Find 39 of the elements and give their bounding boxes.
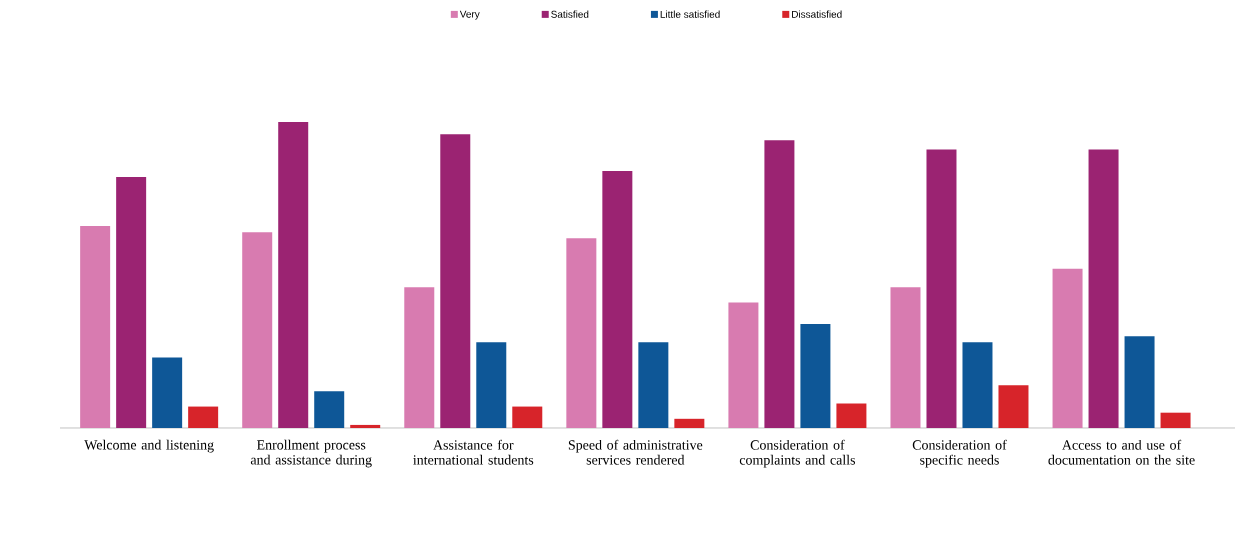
bar xyxy=(440,134,471,428)
bar xyxy=(566,238,597,428)
legend-label: Little satisfied xyxy=(660,10,720,18)
bar xyxy=(962,342,993,428)
bar xyxy=(278,121,309,428)
bar xyxy=(836,403,867,428)
bar xyxy=(512,406,543,428)
bar xyxy=(638,342,669,428)
bar xyxy=(350,424,381,428)
bar xyxy=(476,342,507,428)
x-tick-label: Consideration of complaints and calls xyxy=(739,439,856,468)
bar xyxy=(116,177,147,428)
bar xyxy=(1124,336,1155,428)
bar xyxy=(1088,149,1119,428)
legend-label: Satisfied xyxy=(551,10,589,18)
bar xyxy=(728,302,759,428)
bar xyxy=(764,140,795,428)
x-tick-label: Speed of administrative services rendered xyxy=(568,439,703,465)
x-tick-label: Welcome and listening xyxy=(84,439,214,453)
legend-label: Very xyxy=(459,10,480,20)
x-tick-label: Assistance for international students xyxy=(413,439,534,465)
x-tick-label: Access to and use of documentation on the site xyxy=(1048,439,1195,465)
legend-label: Dissatisfied xyxy=(792,10,842,18)
bar xyxy=(602,170,633,428)
bar xyxy=(998,385,1029,428)
bar xyxy=(80,226,111,428)
bar xyxy=(242,232,273,428)
bar xyxy=(926,149,957,428)
bar xyxy=(1160,412,1191,428)
bar xyxy=(1052,268,1083,428)
bar xyxy=(188,406,219,428)
x-tick-label: Consideration of specific needs xyxy=(912,439,1007,468)
bar xyxy=(404,287,435,428)
bar xyxy=(314,391,345,428)
bar xyxy=(800,323,831,428)
x-tick-label: Enrollment process and assistance during xyxy=(250,439,372,468)
bar xyxy=(674,418,705,428)
bar xyxy=(152,357,183,428)
bar xyxy=(890,287,921,428)
